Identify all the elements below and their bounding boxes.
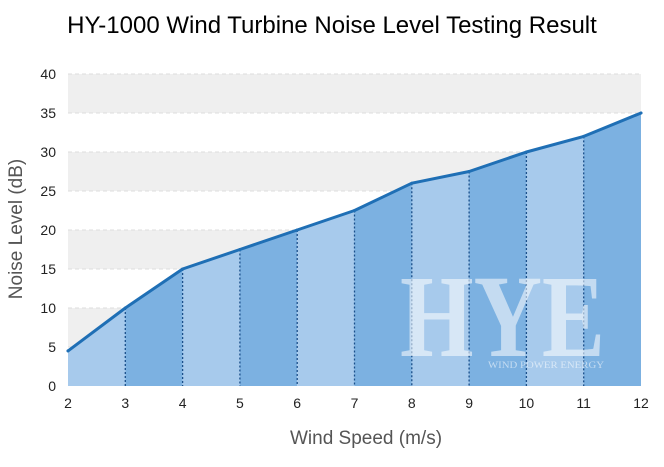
area-segment: [182, 249, 240, 386]
y-tick-label: 35: [40, 105, 56, 121]
y-tick-label: 30: [40, 144, 56, 160]
y-tick-label: 40: [40, 66, 56, 82]
area-segment: [469, 152, 527, 386]
x-tick-label: 6: [293, 395, 301, 411]
watermark-logo-text: HYE: [400, 251, 605, 382]
chart-title: HY-1000 Wind Turbine Noise Level Testing…: [67, 12, 597, 39]
data-point: [410, 181, 414, 185]
data-points: [66, 111, 643, 353]
watermark-tagline: WIND POWER ENERGY: [488, 360, 605, 370]
data-point: [524, 150, 528, 154]
data-point: [467, 170, 471, 173]
area-segment: [68, 308, 126, 386]
hye-watermark-logo: HYE WIND POWER ENERGY: [400, 251, 605, 382]
area-segment: [526, 136, 584, 386]
data-point: [181, 267, 185, 271]
y-tick-label: 10: [40, 300, 56, 316]
x-axis-tick-labels: 2 3 4 5 6 7 8 9 10 11 12: [64, 395, 649, 411]
data-point: [123, 306, 127, 310]
x-tick-label: 11: [576, 395, 591, 411]
area-segment: [354, 183, 412, 386]
data-point: [238, 248, 242, 251]
x-tick-label: 7: [351, 395, 359, 411]
data-point: [353, 209, 356, 212]
x-tick-label: 9: [465, 395, 473, 411]
grid-band: [68, 74, 641, 113]
area-segment: [297, 210, 355, 386]
x-tick-label: 12: [633, 395, 649, 411]
drop-lines: [124, 136, 585, 386]
y-tick-label: 15: [40, 261, 56, 277]
data-point: [66, 349, 70, 353]
area-segment: [411, 171, 470, 386]
y-tick-label: 20: [40, 222, 56, 238]
data-point: [582, 134, 586, 138]
x-tick-label: 5: [236, 395, 244, 411]
y-axis-title: Noise Level (dB): [6, 159, 27, 299]
x-tick-label: 3: [121, 395, 129, 411]
y-tick-label: 0: [48, 378, 56, 394]
data-point: [639, 111, 643, 115]
x-tick-label: 4: [179, 395, 187, 411]
x-tick-label: 8: [408, 395, 416, 411]
y-tick-label: 25: [40, 183, 56, 199]
x-axis-title: Wind Speed (m/s): [290, 428, 442, 449]
area-fill: [68, 113, 641, 386]
y-axis-tick-labels: 0 5 10 15 20 25 30 35 40: [40, 66, 56, 394]
area-segment: [125, 269, 183, 386]
x-tick-label: 2: [64, 395, 72, 411]
data-point: [295, 228, 299, 232]
area-segment: [239, 230, 298, 386]
x-tick-label: 10: [519, 395, 535, 411]
y-tick-label: 5: [48, 339, 56, 355]
area-segment: [583, 113, 641, 386]
